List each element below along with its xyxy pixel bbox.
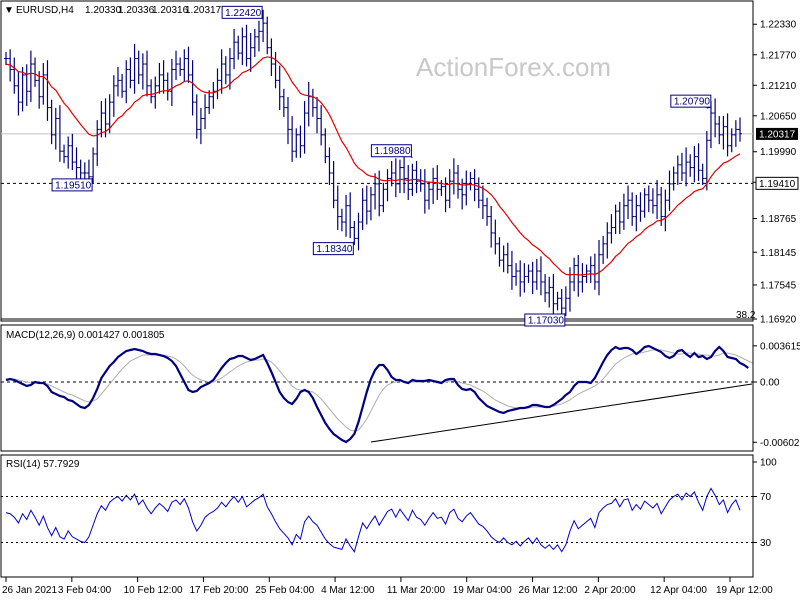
rsi-tick-label: 30 (760, 538, 772, 549)
price-tick-label: 1.17545 (760, 280, 797, 291)
price-tick-label: 1.18765 (760, 214, 797, 225)
support-tag (755, 176, 799, 190)
price-annotation-label: 1.20790 (674, 97, 711, 108)
current-price-label: 1.20317 (759, 129, 796, 140)
x-tick-label: 19 Mar 04:00 (453, 585, 512, 596)
price-panel (0, 0, 754, 322)
macd-signal-line (6, 349, 753, 432)
x-tick-label: 26 Mar 12:00 (519, 585, 578, 596)
rsi-line (5, 487, 741, 553)
price-series: 1.22420 1.19510 1.18340 1.19880 1.17030 1.207… (1, 5, 753, 327)
price-annotation-box (670, 94, 712, 108)
rsi-tick-label: 70 (760, 492, 772, 503)
price-tick-label: 1.16920 (760, 315, 797, 326)
x-tick-label: 12 Apr 04:00 (650, 585, 707, 596)
price-tick-label: 1.18145 (760, 248, 797, 259)
moving-average-line (5, 56, 741, 276)
price-annotation-leader (564, 312, 567, 315)
x-tick-label: 25 Feb 04:00 (255, 585, 314, 596)
price-annotation-label: 1.19510 (55, 180, 92, 191)
price-annotation-label: 1.17030 (528, 316, 565, 327)
ohlc-low: 1.20316 (152, 5, 189, 16)
support-label: 1.19410 (759, 179, 796, 190)
x-tick-label: 4 Mar 12:00 (321, 585, 375, 596)
watermark: ActionForex.com (416, 52, 611, 82)
macd-tick-label: 0.003615 (760, 341, 800, 352)
price-annotation-leader (261, 17, 264, 20)
price-tick-label: 1.19990 (760, 147, 797, 158)
macd-tick-label: 0.00 (760, 378, 780, 389)
x-tick-label: 2 Apr 20:00 (584, 585, 636, 596)
price-annotation-leader (411, 156, 413, 159)
macd-trendline (370, 383, 753, 443)
chart-menu-icon[interactable]: ▼ (4, 5, 14, 16)
ohlc-open: 1.20330 (85, 5, 122, 16)
price-annotation-box (524, 313, 566, 327)
x-tick-label: 10 Feb 12:00 (124, 585, 183, 596)
macd-title: MACD(12,26,9) 0.001427 0.001805 (6, 330, 165, 341)
price-annotation-leader (352, 241, 355, 243)
price-annotation-box (51, 178, 93, 192)
ohlc-close: 1.20317 (185, 5, 222, 16)
price-annotation-label: 1.18340 (316, 244, 353, 255)
price-annotation-leader (706, 106, 711, 109)
macd-line (5, 344, 749, 444)
ohlc-high: 1.20336 (118, 5, 155, 16)
macd-series (1, 344, 753, 444)
price-annotation-box (312, 242, 354, 256)
price-tick-label: 1.21210 (760, 81, 797, 92)
price-annotation-label: 1.22420 (225, 8, 262, 19)
rsi-tick-label: 100 (760, 458, 777, 469)
rsi-series (1, 487, 753, 553)
x-tick-label: 11 Mar 20:00 (387, 585, 446, 596)
price-annotation-leader (91, 177, 94, 180)
price-annotation-box (221, 5, 263, 19)
price-tick-label: 1.21770 (760, 50, 797, 61)
macd-panel (0, 324, 754, 452)
axes: 1.22330 1.21770 1.21210 1.20650 1.19990 1.194… (2, 20, 800, 596)
macd-tick-label: -0.006026 (760, 438, 800, 449)
price-tick-label: 1.22330 (760, 20, 797, 31)
current-price-tag (756, 127, 798, 140)
price-annotation-box (370, 144, 412, 158)
rsi-panel (0, 454, 754, 578)
x-tick-label: 17 Feb 20:00 (189, 585, 248, 596)
symbol-label: EURUSD,H4 (16, 5, 74, 16)
price-annotation-label: 1.19880 (374, 146, 411, 157)
fib-level-label: 38.2 (736, 310, 756, 321)
rsi-title: RSI(14) 57.7929 (6, 459, 80, 470)
price-tick-label: 1.20650 (760, 111, 797, 122)
x-tick-label: 26 Jan 2021 (2, 585, 57, 596)
x-tick-label: 3 Feb 04:00 (58, 585, 112, 596)
x-tick-label: 19 Apr 12:00 (716, 585, 773, 596)
